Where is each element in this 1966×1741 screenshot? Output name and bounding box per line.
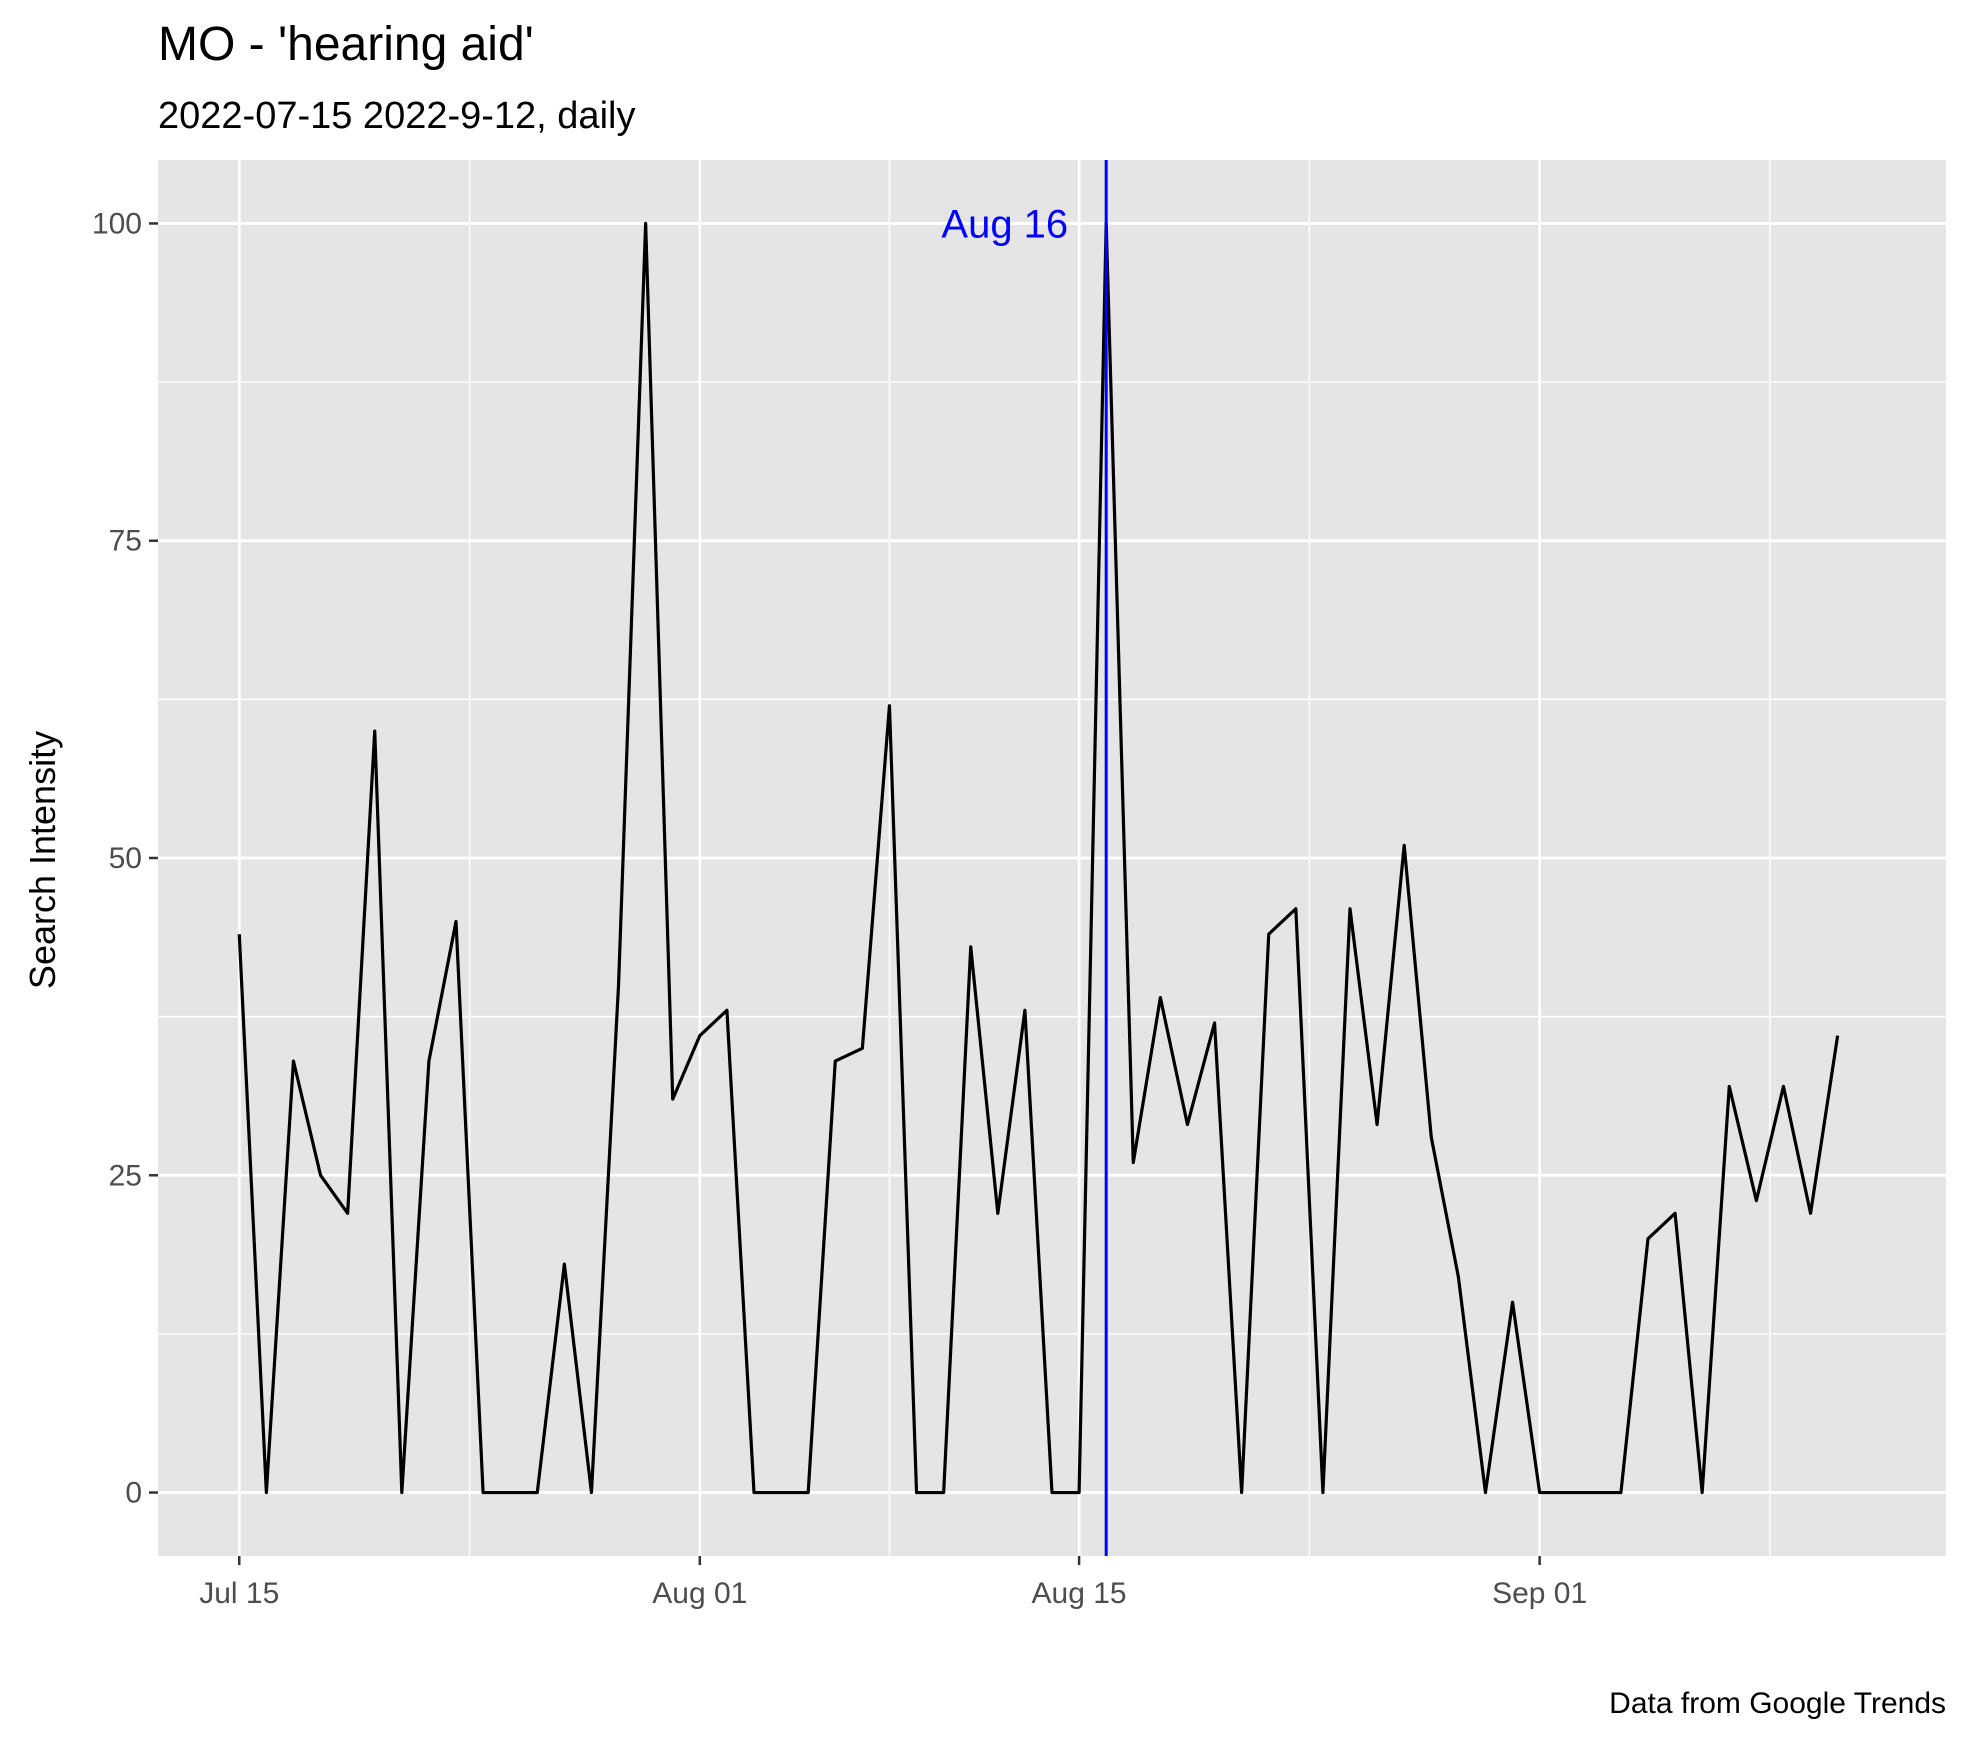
y-axis: 0 25 50 75 100 [92, 207, 158, 1510]
x-tick-label: Jul 15 [199, 1577, 279, 1610]
y-tick-label: 75 [109, 525, 142, 558]
series-line [237, 221, 1840, 1495]
y-axis-title: Search Intensity [22, 731, 63, 989]
annotation-layer: Aug 16 [941, 160, 1108, 1556]
chart-caption: Data from Google Trends [1609, 1687, 1946, 1720]
x-tick-label: Sep 01 [1492, 1577, 1587, 1610]
chart-subtitle: 2022-07-15 2022-9-12, daily [158, 95, 635, 137]
chart-title: MO - 'hearing aid' [158, 18, 534, 71]
x-tick-label: Aug 01 [652, 1577, 747, 1610]
series-layer [237, 221, 1840, 1495]
y-tick-label: 25 [109, 1159, 142, 1192]
x-tick-label: Aug 15 [1032, 1577, 1127, 1610]
x-axis: Jul 15 Aug 01 Aug 15 Sep 01 [199, 1556, 1587, 1610]
aug16-label: Aug 16 [941, 202, 1068, 246]
y-tick-label: 50 [109, 842, 142, 875]
y-tick-label: 100 [92, 207, 142, 240]
grid-major [158, 160, 1946, 1556]
y-tick-label: 0 [125, 1477, 142, 1510]
